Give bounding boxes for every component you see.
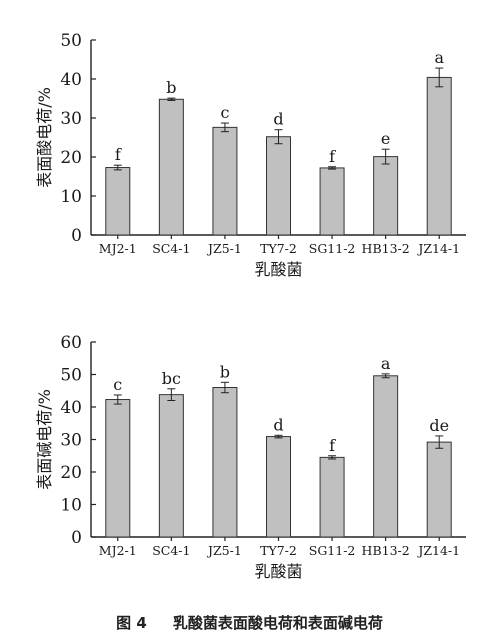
chart1-bar-JZ5-1 [212, 126, 238, 236]
chart2-significance-letter: bc [162, 369, 181, 388]
chart1-x-tick-label: HB13-2 [362, 241, 410, 256]
chart2-x-tick-label: JZ14-1 [416, 543, 460, 558]
chart1-bar-SG11-2 [319, 167, 345, 236]
chart1-y-tick-label: 30 [60, 109, 82, 129]
chart2-y-tick-label: 40 [60, 398, 82, 418]
chart1-x-tick-label: SC4-1 [152, 241, 190, 256]
chart2-y-tick-label: 60 [60, 333, 82, 353]
chart2-x-tick-label: JZ5-1 [206, 543, 242, 558]
chart1-y-tick-label: 10 [60, 187, 82, 207]
chart2-x-tick-label: MJ2-1 [99, 543, 137, 558]
chart2-y-tick-label: 10 [60, 496, 82, 516]
chart1-x-tick-label: JZ5-1 [206, 241, 242, 256]
chart2-x-tick-label: SC4-1 [152, 543, 190, 558]
chart1-y-axis-title: 表面酸电荷/% [35, 87, 54, 188]
chart1-significance-letter: e [381, 129, 390, 148]
chart2-significance-letter: b [220, 362, 230, 381]
chart2-x-tick-label: TY7-2 [260, 543, 297, 558]
chart2-y-tick-label: 50 [60, 366, 82, 386]
chart1-x-tick-label: MJ2-1 [99, 241, 137, 256]
chart2-y-tick-label: 30 [60, 431, 82, 451]
chart1-bar-HB13-2 [373, 156, 399, 236]
chart2-bar-MJ2-1 [105, 399, 131, 538]
chart1-x-tick-label: SG11-2 [309, 241, 356, 256]
chart1-y-tick-label: 50 [60, 31, 82, 51]
chart1-significance-letter: d [273, 110, 283, 129]
chart2-bar-JZ14-1 [426, 441, 452, 538]
chart1-significance-letter: b [166, 78, 176, 97]
figure-caption: 图 4 乳酸菌表面酸电荷和表面碱电荷 [0, 612, 499, 633]
chart1-significance-letter: c [220, 103, 229, 122]
chart2-bar-SC4-1 [158, 394, 184, 538]
chart2-significance-letter: c [113, 375, 122, 394]
chart1-significance-letter: f [115, 145, 122, 164]
chart2-y-tick-label: 20 [60, 463, 82, 483]
chart1-significance-letter: a [434, 48, 444, 67]
chart2-x-tick-label: SG11-2 [309, 543, 356, 558]
chart2-bar-SG11-2 [319, 456, 345, 538]
chart2-bar-JZ5-1 [212, 387, 238, 538]
chart2-significance-letter: f [329, 436, 336, 455]
chart2-significance-letter: d [273, 415, 283, 434]
chart1-x-axis-title: 乳酸菌 [254, 260, 302, 279]
figure-caption-text: 乳酸菌表面酸电荷和表面碱电荷 [172, 614, 383, 632]
chart1-y-tick-label: 40 [60, 70, 82, 90]
chart1-bar-TY7-2 [266, 136, 291, 236]
chart2-significance-letter: de [429, 416, 449, 435]
chart1-y-tick-label: 20 [60, 148, 82, 168]
chart2-y-tick-label: 0 [71, 528, 82, 548]
chart2-bar-HB13-2 [373, 375, 399, 538]
chart2-y-axis-title: 表面碱电荷/% [35, 389, 54, 490]
chart1-significance-letter: f [329, 147, 336, 166]
chart1-bar-MJ2-1 [105, 167, 131, 236]
figure-number: 图 4 [116, 614, 147, 632]
chart2-x-axis-title: 乳酸菌 [254, 562, 302, 581]
chart1-y-tick-label: 0 [71, 226, 82, 246]
chart1-x-tick-label: TY7-2 [260, 241, 297, 256]
chart1-x-tick-label: JZ14-1 [416, 241, 460, 256]
chart2-x-tick-label: HB13-2 [362, 543, 410, 558]
chart2-bar-TY7-2 [266, 436, 291, 538]
chart1-bar-SC4-1 [158, 98, 184, 236]
chart1-bar-JZ14-1 [426, 76, 452, 236]
chart2-significance-letter: a [381, 354, 391, 373]
